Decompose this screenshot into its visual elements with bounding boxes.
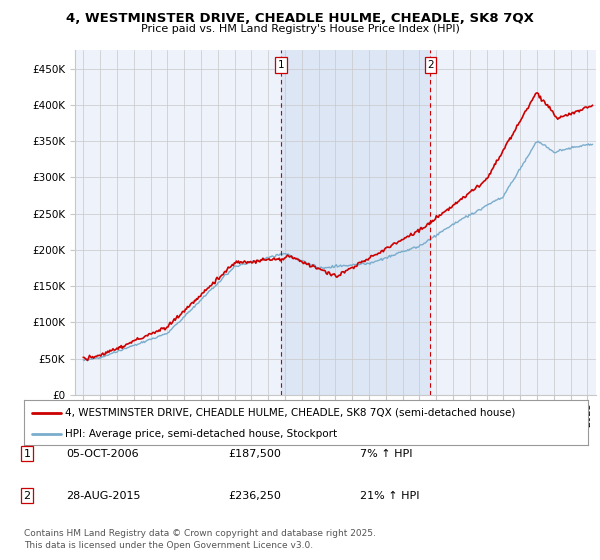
Text: Contains HM Land Registry data © Crown copyright and database right 2025.
This d: Contains HM Land Registry data © Crown c… bbox=[24, 529, 376, 550]
Text: 2: 2 bbox=[23, 491, 31, 501]
Text: 4, WESTMINSTER DRIVE, CHEADLE HULME, CHEADLE, SK8 7QX (semi-detached house): 4, WESTMINSTER DRIVE, CHEADLE HULME, CHE… bbox=[65, 408, 515, 418]
Text: 4, WESTMINSTER DRIVE, CHEADLE HULME, CHEADLE, SK8 7QX: 4, WESTMINSTER DRIVE, CHEADLE HULME, CHE… bbox=[66, 12, 534, 25]
Text: 7% ↑ HPI: 7% ↑ HPI bbox=[360, 449, 413, 459]
Text: 1: 1 bbox=[23, 449, 31, 459]
Bar bbox=[281, 50, 430, 395]
Text: £236,250: £236,250 bbox=[228, 491, 281, 501]
Text: Price paid vs. HM Land Registry's House Price Index (HPI): Price paid vs. HM Land Registry's House … bbox=[140, 24, 460, 34]
Text: 05-OCT-2006: 05-OCT-2006 bbox=[66, 449, 139, 459]
Text: 21% ↑ HPI: 21% ↑ HPI bbox=[360, 491, 419, 501]
Text: £187,500: £187,500 bbox=[228, 449, 281, 459]
Text: HPI: Average price, semi-detached house, Stockport: HPI: Average price, semi-detached house,… bbox=[65, 429, 337, 439]
Text: 1: 1 bbox=[278, 60, 284, 70]
Text: 2: 2 bbox=[427, 60, 434, 70]
Text: 28-AUG-2015: 28-AUG-2015 bbox=[66, 491, 140, 501]
